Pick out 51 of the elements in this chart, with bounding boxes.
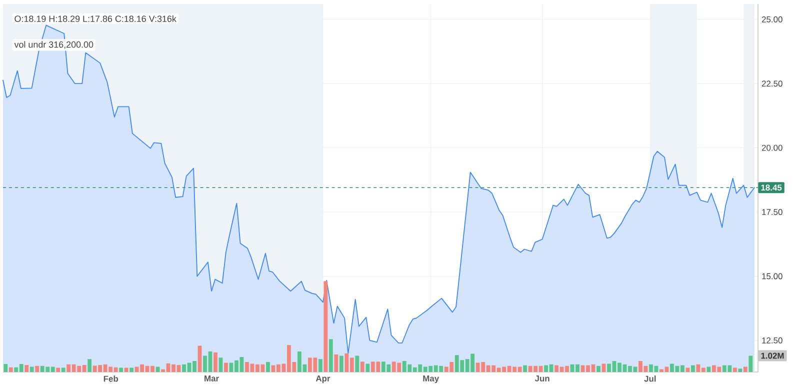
bar xyxy=(596,366,600,372)
x-tick-label: Jul xyxy=(644,376,656,382)
bar xyxy=(88,359,92,372)
x-tick-label: Jun xyxy=(534,376,550,382)
bar xyxy=(35,366,40,372)
bar xyxy=(56,368,60,372)
bar xyxy=(124,368,128,372)
bar xyxy=(339,356,344,372)
x-tick-label: Feb xyxy=(104,376,118,382)
bar xyxy=(686,368,690,372)
bar xyxy=(748,356,753,372)
bar xyxy=(30,366,34,372)
bar xyxy=(24,365,29,372)
bar xyxy=(691,365,695,372)
bar xyxy=(738,368,742,372)
bar xyxy=(198,346,202,372)
bar xyxy=(156,366,160,372)
bar xyxy=(119,368,124,372)
bar xyxy=(523,365,528,372)
bar xyxy=(334,354,338,372)
y-tick-label: 15.00 xyxy=(762,273,782,280)
bar xyxy=(732,368,737,372)
y-tick-label: 25.00 xyxy=(762,16,782,22)
bar xyxy=(224,362,228,372)
y-tick-label: 20.00 xyxy=(762,144,782,151)
bar xyxy=(602,364,606,372)
x-tick-label: Apr xyxy=(316,376,330,384)
bar xyxy=(266,362,270,372)
bar xyxy=(130,368,134,372)
y-tick-label: 22.50 xyxy=(762,80,782,87)
bar xyxy=(4,364,8,372)
bar xyxy=(324,281,328,372)
bar xyxy=(218,358,223,372)
text: 1.02M xyxy=(761,352,784,359)
bar xyxy=(360,362,364,372)
x-tick-label: May xyxy=(423,376,440,384)
y-tick-label: 12.50 xyxy=(762,337,782,344)
bar xyxy=(328,339,333,372)
x-tick-label: Mar xyxy=(204,376,219,382)
bar xyxy=(355,356,360,372)
annotation: O:18.19 H:18.29 L:17.86 C:18.16 V:316k xyxy=(14,15,176,22)
bar xyxy=(61,368,66,372)
bar xyxy=(8,367,13,372)
ref-line-label: 18.45 xyxy=(761,184,782,191)
bar xyxy=(366,364,370,372)
bar xyxy=(318,359,322,372)
bar xyxy=(706,366,711,372)
annotation: vol undr 316,200.00 xyxy=(14,41,94,49)
bar xyxy=(743,366,748,372)
bar xyxy=(214,352,218,372)
y-tick-label: 17.50 xyxy=(762,209,782,215)
